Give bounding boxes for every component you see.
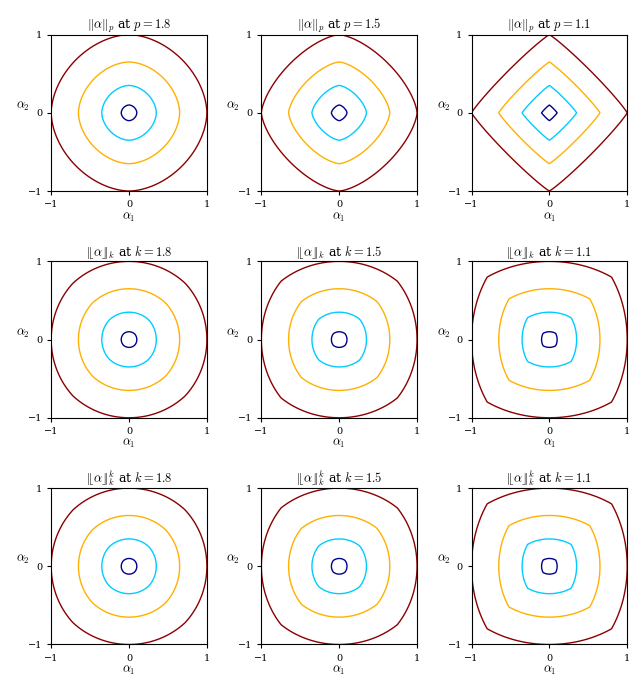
Y-axis label: $\alpha_2$: $\alpha_2$ (16, 326, 30, 340)
Y-axis label: $\alpha_2$: $\alpha_2$ (227, 553, 240, 566)
X-axis label: $\alpha_1$: $\alpha_1$ (332, 437, 346, 450)
Title: $\|\alpha\|_p$ at $p = 1.5$: $\|\alpha\|_p$ at $p = 1.5$ (297, 17, 381, 35)
Y-axis label: $\alpha_2$: $\alpha_2$ (436, 553, 451, 566)
Y-axis label: $\alpha_2$: $\alpha_2$ (436, 326, 451, 340)
Y-axis label: $\alpha_2$: $\alpha_2$ (16, 100, 30, 113)
Y-axis label: $\alpha_2$: $\alpha_2$ (227, 326, 240, 340)
Title: $|\!\lfloor\alpha\rfloor\!|_k$ at $k = 1.8$: $|\!\lfloor\alpha\rfloor\!|_k$ at $k = 1… (86, 245, 172, 261)
Title: $\|\alpha\|_p$ at $p = 1.8$: $\|\alpha\|_p$ at $p = 1.8$ (87, 17, 172, 35)
X-axis label: $\alpha_1$: $\alpha_1$ (332, 211, 346, 224)
Title: $|\!\lfloor\alpha\rfloor\!|_k$ at $k = 1.1$: $|\!\lfloor\alpha\rfloor\!|_k$ at $k = 1… (506, 245, 593, 261)
Title: $|\!\lfloor\alpha\rfloor\!|_k$ at $k = 1.5$: $|\!\lfloor\alpha\rfloor\!|_k$ at $k = 1… (296, 245, 383, 261)
Title: $|\!\lfloor\alpha\rfloor\!|_k^k$ at $k = 1.8$: $|\!\lfloor\alpha\rfloor\!|_k^k$ at $k =… (86, 468, 172, 488)
X-axis label: $\alpha_1$: $\alpha_1$ (543, 211, 556, 224)
Title: $|\!\lfloor\alpha\rfloor\!|_k^k$ at $k = 1.5$: $|\!\lfloor\alpha\rfloor\!|_k^k$ at $k =… (296, 468, 383, 488)
X-axis label: $\alpha_1$: $\alpha_1$ (332, 664, 346, 677)
X-axis label: $\alpha_1$: $\alpha_1$ (543, 664, 556, 677)
X-axis label: $\alpha_1$: $\alpha_1$ (543, 437, 556, 450)
Y-axis label: $\alpha_2$: $\alpha_2$ (436, 100, 451, 113)
Title: $|\!\lfloor\alpha\rfloor\!|_k^k$ at $k = 1.1$: $|\!\lfloor\alpha\rfloor\!|_k^k$ at $k =… (506, 468, 593, 488)
Y-axis label: $\alpha_2$: $\alpha_2$ (227, 100, 240, 113)
Title: $\|\alpha\|_p$ at $p = 1.1$: $\|\alpha\|_p$ at $p = 1.1$ (508, 17, 591, 35)
Y-axis label: $\alpha_2$: $\alpha_2$ (16, 553, 30, 566)
X-axis label: $\alpha_1$: $\alpha_1$ (122, 664, 136, 677)
X-axis label: $\alpha_1$: $\alpha_1$ (122, 437, 136, 450)
X-axis label: $\alpha_1$: $\alpha_1$ (122, 211, 136, 224)
